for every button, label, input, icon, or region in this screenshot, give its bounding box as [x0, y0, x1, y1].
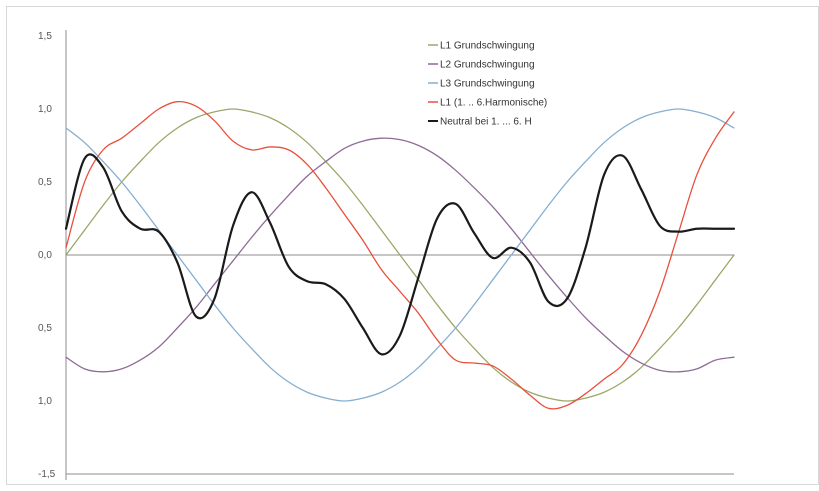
series-line-l1-1-6-harmonische	[65, 100, 735, 410]
series-line-l1-grundschwingung	[65, 108, 735, 402]
legend-entry-label: L1 (1. .. 6.Harmonische)	[440, 98, 547, 109]
y-tick-label: 1,5	[38, 31, 52, 42]
legend-entry-label: L3 Grundschwingung	[440, 79, 535, 90]
y-tick-label: 1,0	[38, 104, 52, 115]
y-tick-label: 1,0	[38, 396, 52, 407]
series-line-l2-grundschwingung	[65, 137, 735, 373]
series-lines	[64, 100, 736, 410]
series-line-neutral-bei-1-6-h	[64, 153, 736, 356]
legend-entry-label: L1 Grundschwingung	[440, 41, 535, 52]
legend: L1 Grundschwingung L2 Grundschwingung L3 G…	[428, 41, 547, 128]
legend-entry-label: Neutral bei 1. ... 6. H	[440, 117, 532, 128]
y-tick-label: -1,5	[38, 469, 56, 480]
series-line-l3-grundschwingung	[65, 108, 735, 402]
y-tick-label: 0,0	[38, 250, 52, 261]
y-tick-label: 0,5	[38, 323, 52, 334]
y-tick-label: 0,5	[38, 177, 52, 188]
legend-entry-label: L2 Grundschwingung	[440, 60, 535, 71]
